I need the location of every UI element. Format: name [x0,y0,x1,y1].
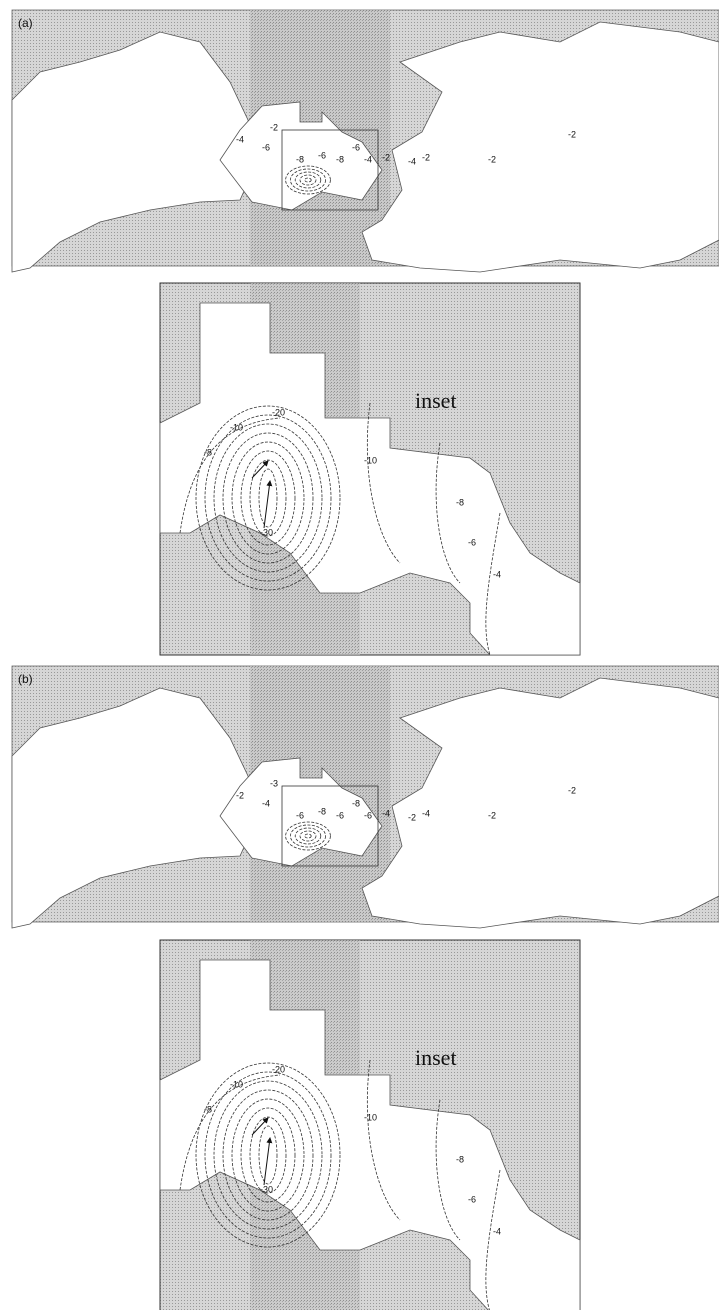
map-contour-label: -4 [408,156,416,166]
figure: (a) -2 -4 -6 -8 -6 -8 -6 -4 -2 -4 -2 -2 -2 inset -10 -20… [0,0,719,1310]
inset-contour-label: -6 [468,1194,476,1204]
inset-contour-label: -20 [272,1064,285,1074]
inset-contour-label: -10 [230,1079,243,1089]
map-contour-label: -6 [296,810,304,820]
inset-contour-label: -4 [493,569,501,579]
inset-contour-label: -10 [364,1112,377,1122]
map-contour-label: -8 [352,798,360,808]
map-contour-label: -2 [236,790,244,800]
inset-panel: inset -10 -20 -30 -8 -10 -8 -6 -4 [160,283,580,655]
map-contour-label: -8 [318,806,326,816]
map-contour-label: -6 [336,810,344,820]
map-contour-label: -2 [382,152,390,162]
inset-contour-label: -4 [493,1226,501,1236]
page: (a) -2 -4 -6 -8 -6 -8 -6 -4 -2 -4 -2 -2 -2 inset -10 -20… [0,0,719,1310]
map-contour-label: -8 [336,154,344,164]
map-contour-label: -4 [382,808,390,818]
map-contour-label: -2 [568,129,576,139]
map-contour-label: -4 [262,798,270,808]
inset-contour-label: -10 [364,455,377,465]
map-contour-label: -2 [408,812,416,822]
map-land [362,22,719,272]
map-panel: (b) -3 -2 -4 -6 -8 -6 -8 -6 -4 -2 -4 -2 -2 [12,666,719,928]
map-contour-label: -2 [488,154,496,164]
map-contour-label: -6 [364,810,372,820]
map-contour-label: -8 [296,154,304,164]
inset-contour-label: -8 [204,1104,212,1114]
map-contour-label: -3 [270,778,278,788]
inset-title: inset [415,388,457,413]
inset-contour-label: -20 [272,407,285,417]
inset-contour-label: -30 [260,1184,273,1194]
map-contour-label: -6 [318,150,326,160]
inset-contour-label: -10 [230,422,243,432]
map-contour-label: -2 [422,152,430,162]
map-contour-label: -2 [488,810,496,820]
inset-contour-label: -8 [456,1154,464,1164]
inset-title: inset [415,1045,457,1070]
map-panel: (a) -2 -4 -6 -8 -6 -8 -6 -4 -2 -4 -2 -2 -2 [12,10,719,272]
inset-contour-label: -6 [468,537,476,547]
map-contour-label: -6 [262,142,270,152]
map-contour-label: -4 [236,134,244,144]
map-contour-label: -4 [422,808,430,818]
inset-contour-label: -8 [456,497,464,507]
panel-label: (b) [18,672,33,686]
map-contour-label: -2 [270,122,278,132]
inset-contour-label: -30 [260,527,273,537]
map-contour-label: -2 [568,785,576,795]
map-land [362,678,719,928]
map-contour-label: -4 [364,154,372,164]
panel-label: (a) [18,16,33,30]
map-contour-label: -6 [352,142,360,152]
inset-panel: inset -10 -20 -30 -8 -10 -8 -6 -4 [160,940,580,1310]
inset-contour-label: -8 [204,447,212,457]
